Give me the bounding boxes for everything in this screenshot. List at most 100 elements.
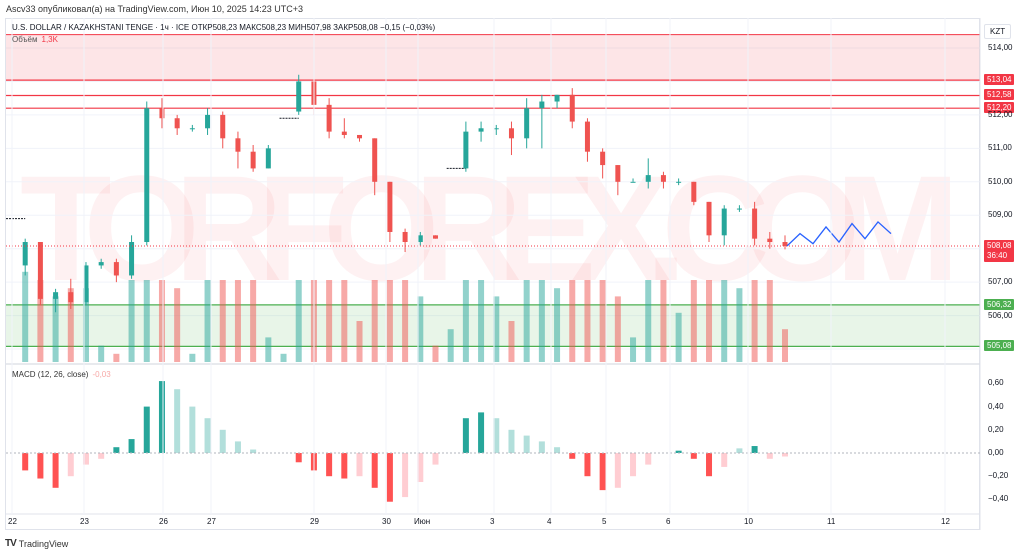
macd-bar xyxy=(98,453,105,459)
macd-bar xyxy=(508,429,515,453)
candle-body xyxy=(235,138,241,152)
macd-bar xyxy=(326,453,333,477)
price-tick: 507,00 xyxy=(988,277,1013,287)
date-tick: 12 xyxy=(941,517,950,526)
volume-bar xyxy=(523,280,530,362)
macd-bar xyxy=(341,453,348,479)
publisher-caption: Ascv33 опубликовал(а) на TradingView.com… xyxy=(6,4,304,14)
candle-body xyxy=(357,134,363,139)
macd-bar xyxy=(219,429,226,453)
candle-body xyxy=(478,128,484,132)
volume-bar xyxy=(52,296,59,362)
candle-body xyxy=(752,208,758,239)
macd-bar xyxy=(569,453,576,459)
candle-body xyxy=(569,94,575,122)
candle-body xyxy=(782,242,788,247)
volume-bar xyxy=(645,280,652,362)
macd-bar xyxy=(158,381,165,453)
volume-bar xyxy=(98,345,105,362)
price-tick: 514,00 xyxy=(988,43,1013,52)
macd-bar xyxy=(782,453,788,457)
candle-body xyxy=(189,128,195,130)
volume-bar xyxy=(341,280,348,362)
macd-tick: −0,40 xyxy=(988,494,1009,504)
date-tick: 11 xyxy=(827,517,836,526)
volume-bar xyxy=(432,345,439,362)
candle-body xyxy=(341,131,347,135)
volume-bar xyxy=(356,321,363,362)
volume-bar xyxy=(67,288,74,362)
candle-body xyxy=(767,238,773,243)
macd-bar xyxy=(538,441,545,453)
volume-bar xyxy=(782,329,788,362)
macd-bar xyxy=(371,453,378,488)
level-tag: 513,04 xyxy=(984,74,1015,86)
macd-bar xyxy=(462,418,469,453)
candle-body xyxy=(432,235,438,239)
date-tick: 6 xyxy=(666,517,671,526)
date-tick: 26 xyxy=(159,517,168,526)
volume-label: Объём xyxy=(12,35,38,44)
macd-bar xyxy=(493,418,500,453)
currency-button[interactable]: KZT xyxy=(984,24,1012,39)
volume-bar xyxy=(478,280,485,362)
candle-body xyxy=(326,104,332,132)
tradingview-logo[interactable]: TV TradingView xyxy=(5,538,68,549)
macd-bar xyxy=(706,453,713,477)
volume-bar xyxy=(766,280,773,362)
macd-bar xyxy=(675,450,682,453)
candle-body xyxy=(205,114,211,129)
macd-bar xyxy=(22,453,29,471)
volume-bar xyxy=(204,280,211,362)
volume-bar xyxy=(508,321,515,362)
candle-body xyxy=(630,181,636,183)
macd-legend: MACD (12, 26, close) -0,03 xyxy=(12,370,111,379)
bar-countdown: 36:40 xyxy=(987,251,1008,261)
volume-bar xyxy=(690,280,697,362)
macd-tick: 0,20 xyxy=(988,424,1004,434)
macd-tick: 0,60 xyxy=(988,378,1004,388)
macd-bar xyxy=(584,453,591,477)
level-tag: 505,08 xyxy=(984,340,1015,352)
candle-body xyxy=(706,201,712,236)
last-price: 508,08 xyxy=(987,241,1012,251)
macd-bar xyxy=(736,448,743,453)
candle-body xyxy=(736,208,742,210)
volume-bar xyxy=(326,280,333,362)
macd-bar xyxy=(402,453,409,498)
macd-bar xyxy=(52,453,59,488)
volume-bar xyxy=(128,280,135,362)
candle-body xyxy=(493,128,499,130)
candle-body xyxy=(387,181,393,232)
macd-bar xyxy=(417,453,424,482)
volume-bar xyxy=(22,271,29,362)
candle-body xyxy=(250,151,256,169)
macd-bar xyxy=(82,453,89,465)
macd-bar xyxy=(189,406,196,453)
macd-bar xyxy=(67,453,74,477)
projection-path xyxy=(786,220,892,247)
volume-bar xyxy=(295,280,302,362)
support-zone xyxy=(6,304,980,347)
macd-value: -0,03 xyxy=(92,370,111,379)
volume-value: 1,3K xyxy=(41,35,58,44)
macd-tick: 0,00 xyxy=(988,448,1004,457)
candle-body xyxy=(98,262,104,266)
volume-bar xyxy=(554,288,561,362)
symbol-legend: U.S. DOLLAR / KAZAKHSTANI TENGE · 1ч · I… xyxy=(12,23,436,32)
date-tick: 4 xyxy=(547,517,552,526)
date-tick: 22 xyxy=(8,517,17,526)
price-tick: 509,00 xyxy=(988,210,1013,220)
level-tag: 512,58 xyxy=(984,89,1015,101)
macd-bar xyxy=(250,449,257,453)
macd-bar xyxy=(174,389,181,453)
candle-body xyxy=(220,114,226,139)
volume-bar xyxy=(751,280,758,362)
candle-body xyxy=(615,165,621,182)
date-tick: 3 xyxy=(490,517,495,526)
volume-bar xyxy=(569,280,576,362)
candle-body xyxy=(660,175,666,182)
candle-body xyxy=(721,208,727,236)
macd-bar xyxy=(204,418,211,453)
